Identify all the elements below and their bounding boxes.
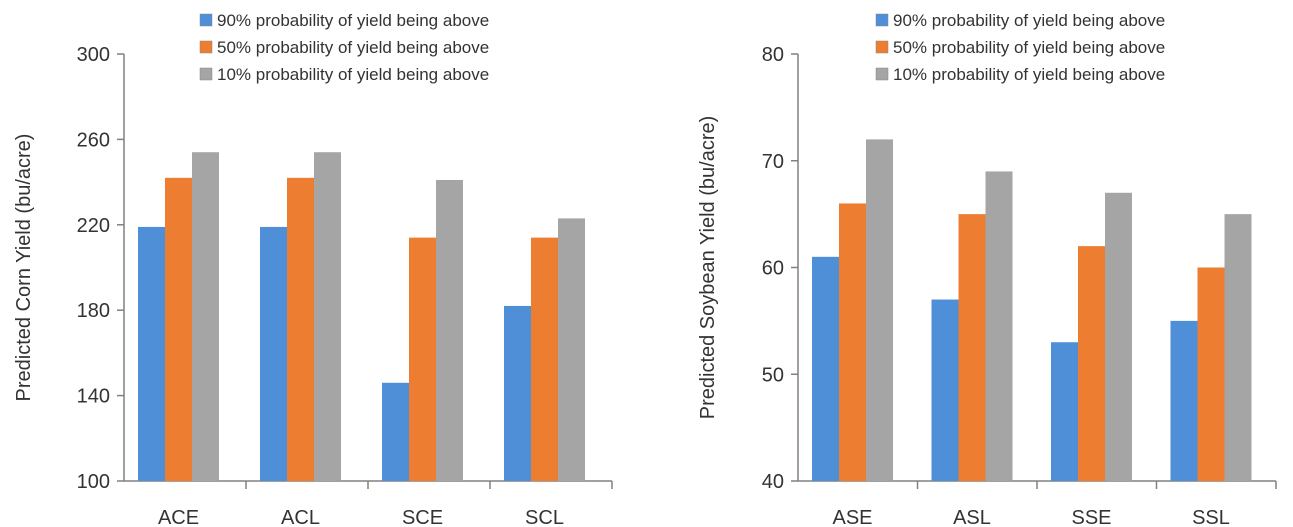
x-category-label: ACL [281,507,320,527]
legend-swatch-3 [199,67,213,81]
x-category-label: SCE [402,507,443,527]
bar-sse-series-3 [1105,192,1132,481]
bar-ssl-series-2 [1197,267,1225,481]
legend-swatch-2 [875,40,889,54]
bar-ase-series-2 [839,203,866,481]
legend-swatch-1 [199,13,213,27]
x-category-label: ACE [158,507,199,527]
legend-label-2: 50% probability of yield being above [217,38,489,57]
bar-asl-series-1 [931,299,959,481]
y-tick-label: 60 [762,258,784,280]
legend-label-1: 90% probability of yield being above [217,11,489,30]
bar-scl-series-1 [504,305,531,481]
bar-ace-series-3 [192,152,219,481]
x-category-label: SSL [1192,507,1230,527]
legend-label-1: 90% probability of yield being above [893,11,1165,30]
legend-label-3: 10% probability of yield being above [217,65,489,84]
y-tick-label: 220 [77,215,110,237]
y-axis-title: Predicted Corn Yield (bu/acre) [13,134,35,402]
bar-asl-series-3 [985,171,1013,482]
y-tick-label: 40 [762,471,784,493]
y-tick-label: 100 [77,471,110,493]
soybean-yield-chart: 40 50 60 70 80 Predicted Soybean Yield (bu/ac… [697,11,1277,527]
bar-asl-series-2 [958,214,986,481]
bar-scl-series-3 [558,218,585,481]
y-axis-title: Predicted Soybean Yield (bu/acre) [697,116,719,420]
bar-ace-series-2 [165,177,192,481]
bar-ssl-series-1 [1170,320,1198,481]
y-tick-label: 140 [77,386,110,408]
legend-swatch-1 [875,13,889,27]
y-tick-label: 50 [762,364,784,386]
bar-sce-series-1 [382,382,409,481]
bar-ssl-series-3 [1224,214,1252,481]
legend-swatch-3 [875,67,889,81]
y-tick-label: 70 [762,151,784,173]
y-tick-label: 300 [77,44,110,66]
legend-swatch-2 [199,40,213,54]
bar-scl-series-2 [531,237,558,481]
x-category-label: ASE [832,507,872,527]
bar-acl-series-3 [314,152,341,481]
bar-sce-series-3 [436,179,463,481]
y-tick-label: 260 [77,129,110,151]
bar-sce-series-2 [409,237,436,481]
x-category-label: SSE [1071,507,1111,527]
corn-yield-chart: 100 140 180 220 260 300 Predicted Corn Yield (… [13,11,613,527]
bar-ase-series-1 [812,256,839,481]
x-category-label: SCL [525,507,564,527]
bar-sse-series-2 [1078,246,1105,481]
bar-acl-series-1 [260,226,287,481]
y-tick-label: 180 [77,300,110,322]
bar-ase-series-3 [866,139,893,481]
bar-acl-series-2 [287,177,314,481]
bar-sse-series-1 [1051,342,1078,481]
x-category-label: ASL [953,507,991,527]
y-tick-label: 80 [762,44,784,66]
legend-label-3: 10% probability of yield being above [893,65,1165,84]
bar-ace-series-1 [138,226,165,481]
legend-label-2: 50% probability of yield being above [893,38,1165,57]
